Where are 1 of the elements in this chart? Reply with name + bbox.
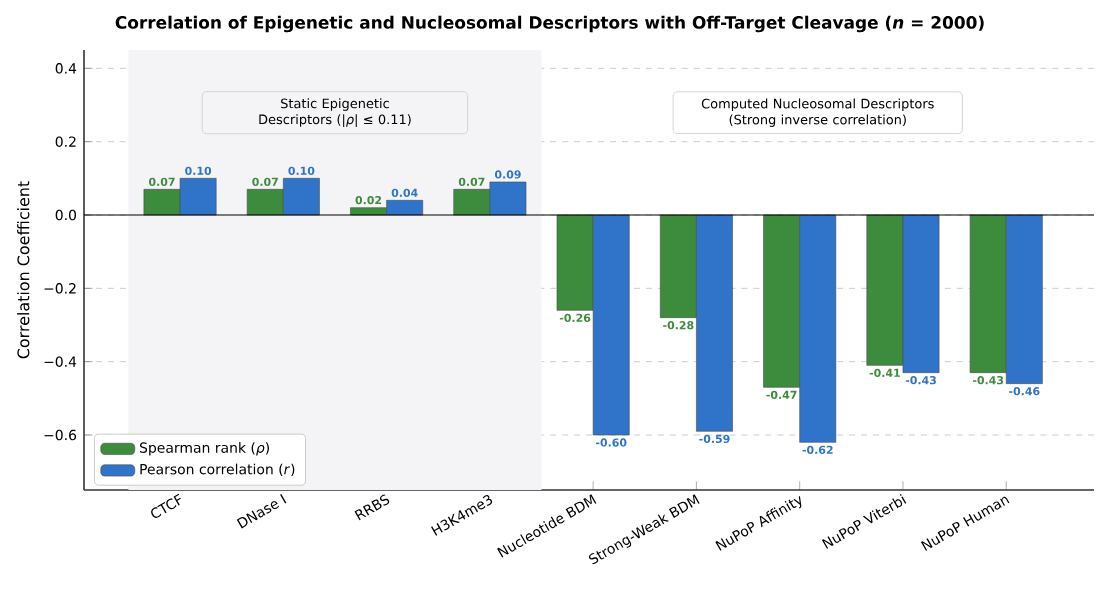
chart-title: Correlation of Epigenetic and Nucleosomal Descriptors with Off-Target Cleavage (n = 2000) <box>115 15 984 33</box>
